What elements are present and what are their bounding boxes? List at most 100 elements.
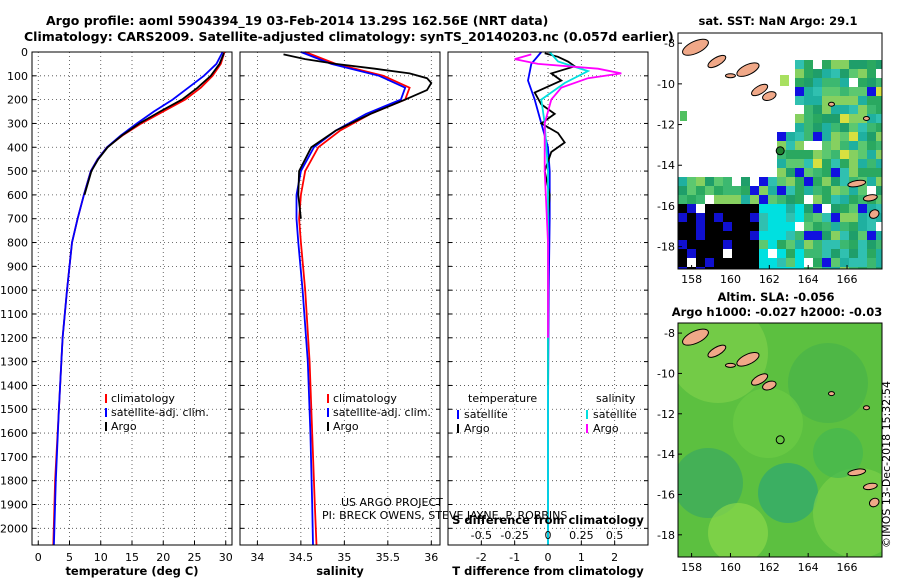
island [868, 209, 880, 219]
sst-cell [759, 240, 768, 249]
x-tick-label: -1 [509, 551, 520, 564]
sst-cell [795, 132, 804, 141]
sst-cell [696, 231, 705, 240]
sst-cell [822, 186, 831, 195]
sst-cell [768, 258, 777, 267]
sst-cell [750, 204, 759, 213]
sst-cell [867, 87, 876, 96]
island [682, 38, 709, 56]
sst-cell [831, 258, 840, 267]
sst-cell [795, 114, 804, 123]
sst-cell [876, 60, 882, 69]
sst-cell [786, 195, 795, 204]
sst-cell [876, 177, 882, 186]
sst-cell [858, 249, 867, 258]
sst-cell [831, 78, 840, 87]
sst-cell [795, 123, 804, 132]
sst-cell [723, 222, 732, 231]
island [724, 362, 736, 368]
sst-cell [876, 204, 882, 213]
x-tick-label: 34 [250, 551, 264, 564]
sst-cell [840, 168, 849, 177]
y-tick-label: -10 [657, 367, 675, 380]
sst-cell [831, 150, 840, 159]
sst-cell [858, 186, 867, 195]
sst-cell [777, 132, 786, 141]
legend-label: Argo [464, 422, 490, 435]
sst-cell [786, 213, 795, 222]
title-line-2: Climatology: CARS2009. Satellite-adjuste… [24, 29, 674, 45]
sst-cell [867, 69, 876, 78]
x-tick-label: 162 [759, 561, 780, 574]
sst-cell [714, 240, 723, 249]
sst-cell [813, 222, 822, 231]
x-tick-label: 30 [219, 551, 233, 564]
sst-cell [849, 150, 858, 159]
sst-cell [813, 213, 822, 222]
series-satellite-adj-clim- [295, 51, 407, 546]
sst-cell [795, 213, 804, 222]
sst-cell [777, 249, 786, 258]
sst-cell [831, 195, 840, 204]
top-x-tick-label: -0.5 [471, 529, 492, 542]
sst-cell [867, 177, 876, 186]
island [862, 115, 870, 121]
sst-cell [876, 78, 882, 87]
sst-cell [723, 258, 732, 267]
sst-cell [705, 177, 714, 186]
sst-cell [696, 186, 705, 195]
sst-cell [786, 186, 795, 195]
sst-cell [840, 123, 849, 132]
sst-cell [786, 159, 795, 168]
sst-cell [732, 186, 741, 195]
sst-cell [813, 159, 822, 168]
sst-cell [840, 177, 849, 186]
sst-cell [831, 123, 840, 132]
sst-cell [849, 159, 858, 168]
y-tick-label: 800 [7, 237, 28, 250]
sst-cell [840, 141, 849, 150]
sst-cell [714, 204, 723, 213]
y-tick-label: 700 [7, 213, 28, 226]
sst-cell [678, 177, 687, 186]
y-tick-label: 1000 [0, 284, 28, 297]
sst-cell [795, 69, 804, 78]
island [827, 101, 835, 107]
x-axis-label: T difference from climatology [452, 564, 644, 578]
sst-cell [849, 69, 858, 78]
sst-cell [804, 87, 813, 96]
sst-cell [795, 177, 804, 186]
sst-cell [849, 267, 858, 269]
sst-cell [849, 87, 858, 96]
sst-cell [768, 231, 777, 240]
y-tick-label: 1700 [0, 451, 28, 464]
x-tick-label: 162 [759, 273, 780, 286]
sst-cell [732, 195, 741, 204]
plot-area [32, 52, 232, 545]
series-s-argo [514, 53, 622, 338]
legend-label: Argo [593, 422, 619, 435]
sst-cell [867, 240, 876, 249]
sst-cell [831, 96, 840, 105]
sst-cell [822, 60, 831, 69]
legend-label: climatology [111, 392, 175, 405]
sst-cell [687, 204, 696, 213]
sst-cell [831, 177, 840, 186]
sst-cell [849, 240, 858, 249]
sst-cell [804, 69, 813, 78]
x-tick-label: 2 [611, 551, 618, 564]
sst-cell [680, 111, 687, 121]
sst-cell [822, 159, 831, 168]
sst-cell [849, 168, 858, 177]
sst-cell [849, 258, 858, 267]
sst-cell [741, 258, 750, 267]
sst-cell [840, 87, 849, 96]
sst-cell [831, 114, 840, 123]
sst-cell [786, 150, 795, 159]
legend-label: Argo [111, 420, 137, 433]
sst-cell [858, 267, 867, 269]
sst-cell [831, 249, 840, 258]
sla-map-panel: 158 160 162 164 166 -8 -10 -12 -14 -16 -18 Altim. S… [657, 290, 883, 574]
sst-cell [678, 267, 687, 269]
sst-cell [777, 168, 786, 177]
